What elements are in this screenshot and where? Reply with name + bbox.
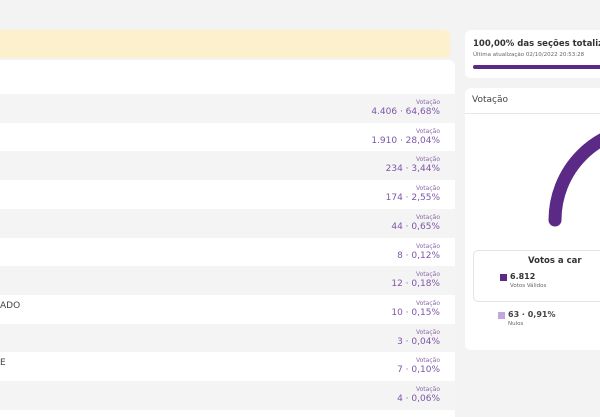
null-label: Nulos [508, 321, 524, 327]
result-row: Votação 234 · 3,44% [0, 151, 455, 181]
row-result: 3 · 0,04% [397, 336, 440, 347]
row-result: 1.910 · 28,04% [371, 135, 440, 146]
result-row: Votação 4.406 · 64,68% [0, 94, 455, 123]
result-row: ADO Votação 10 · 0,15% [0, 294, 455, 324]
votes-title: Votação [472, 95, 508, 105]
row-caption: Votação [416, 328, 440, 336]
row-result: 44 · 0,65% [391, 221, 440, 232]
result-row: Votação 44 · 0,65% [0, 208, 455, 238]
row-caption: Votação [416, 99, 440, 106]
divider [465, 113, 600, 114]
box-title: Votos a car [528, 256, 582, 266]
result-row: Votação 12 · 0,18% [0, 266, 455, 296]
votes-card: Votação Votos a car 6.812 Votos Válidos … [465, 88, 600, 350]
row-caption: Votação [416, 299, 440, 307]
progress-updated: Última atualização 02/10/2022 20:53:28 [473, 52, 585, 58]
row-result: 7 · 0,10% [397, 365, 440, 376]
row-result: 8 · 0,12% [397, 250, 440, 261]
votes-box: Votos a car 6.812 Votos Válidos [473, 250, 600, 302]
row-name: ADO [0, 300, 21, 311]
row-result: 12 · 0,18% [391, 279, 440, 290]
alert-bar [0, 30, 450, 58]
row-caption: Votação [416, 386, 440, 393]
valid-label: Votos Válidos [510, 283, 547, 289]
row-result: 174 · 2,55% [385, 193, 440, 204]
result-row: Votação 8 · 0,12% [0, 237, 455, 267]
row-caption: Votação [416, 357, 440, 365]
valid-value: 6.812 [510, 272, 536, 281]
row-result: 4 · 0,06% [397, 394, 440, 404]
null-swatch [498, 312, 505, 319]
result-row: E Votação 7 · 0,10% [0, 352, 455, 382]
row-result: 4.406 · 64,68% [371, 107, 440, 117]
row-result: 10 · 0,15% [391, 307, 440, 318]
gauge [548, 133, 600, 227]
row-caption: Votação [416, 185, 440, 193]
row-caption: Votação [416, 127, 440, 135]
null-value: 63 · 0,91% [508, 310, 556, 319]
row-caption: Votação [416, 213, 440, 221]
valid-swatch [500, 274, 507, 281]
result-row: Votação 1.910 · 28,04% [0, 122, 455, 152]
result-row: Votação 4 · 0,06% [0, 381, 455, 410]
row-caption: Votação [416, 156, 440, 164]
result-row: Votação 174 · 2,55% [0, 180, 455, 210]
result-row: Votação 3 · 0,04% [0, 323, 455, 353]
row-name: E [0, 358, 6, 369]
gauge-arc [548, 133, 600, 227]
progress-title: 100,00% das seções totalizada [473, 39, 600, 49]
row-caption: Votação [416, 271, 440, 279]
row-caption: Votação [416, 242, 440, 250]
progress-card: 100,00% das seções totalizada Última atu… [465, 30, 600, 78]
progress-bar [473, 65, 600, 69]
row-result: 234 · 3,44% [385, 164, 440, 175]
